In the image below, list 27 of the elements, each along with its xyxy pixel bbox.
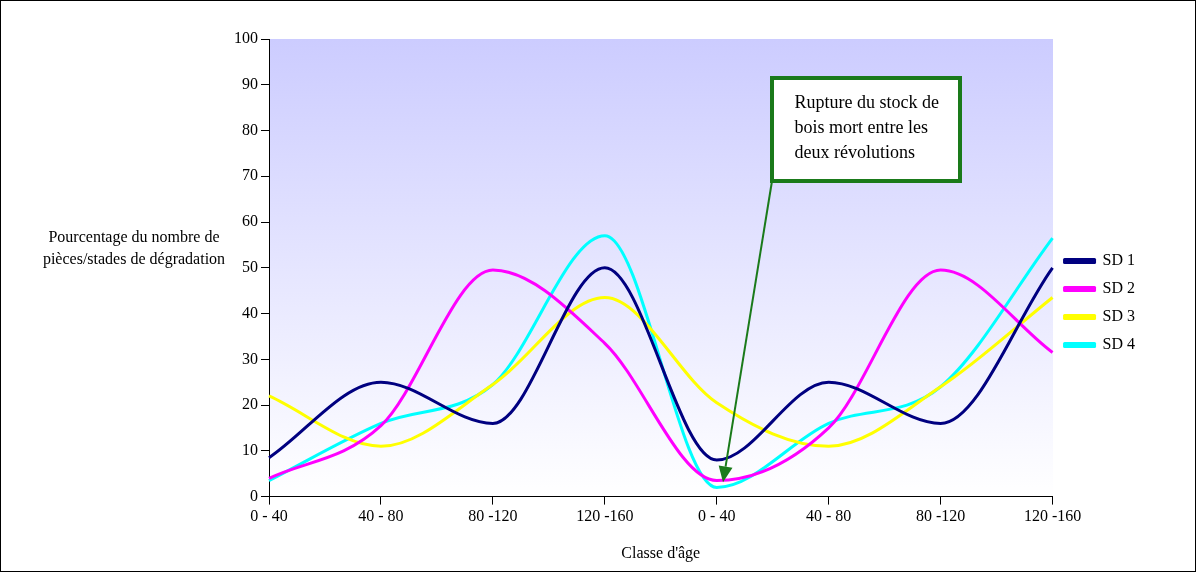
x-tick-label: 40 - 80 [358, 507, 404, 525]
legend-label: SD 2 [1102, 279, 1135, 297]
x-tick-label: 80 -120 [915, 507, 966, 525]
legend-label: SD 1 [1102, 251, 1135, 269]
legend-label: SD 4 [1102, 335, 1135, 353]
y-tick-label: 80 [242, 120, 258, 138]
annotation: Rupture du stock de bois mort entre les deux révolutions [770, 75, 963, 183]
x-tick-label: 40 - 80 [806, 507, 852, 525]
x-tick-label: 0 - 40 [698, 507, 736, 525]
x-tick-label: 120 -160 [576, 507, 634, 525]
line-series [267, 296, 1055, 448]
x-tick-label: 80 -120 [468, 507, 518, 525]
x-axis-title: Classe d'âge [621, 543, 701, 562]
y-tick-label: 30 [242, 349, 258, 367]
y-tick-label: 100 [234, 29, 258, 47]
x-tick-label: 120 -160 [1023, 507, 1082, 525]
y-tick-label: 0 [250, 486, 258, 504]
y-tick-label: 20 [242, 395, 258, 413]
y-tick-label: 60 [242, 212, 258, 230]
y-tick-label: 10 [242, 441, 258, 459]
x-tick-label: 0 - 40 [250, 507, 288, 525]
y-tick-label: 70 [242, 166, 258, 184]
y-tick-label: 50 [242, 258, 258, 275]
legend-label: SD 3 [1102, 307, 1135, 325]
y-axis-title: Pourcentage du nombre de pièces/stades de dégradation [41, 227, 227, 270]
y-tick-label: 90 [242, 74, 258, 92]
y-tick-label: 40 [242, 303, 258, 321]
